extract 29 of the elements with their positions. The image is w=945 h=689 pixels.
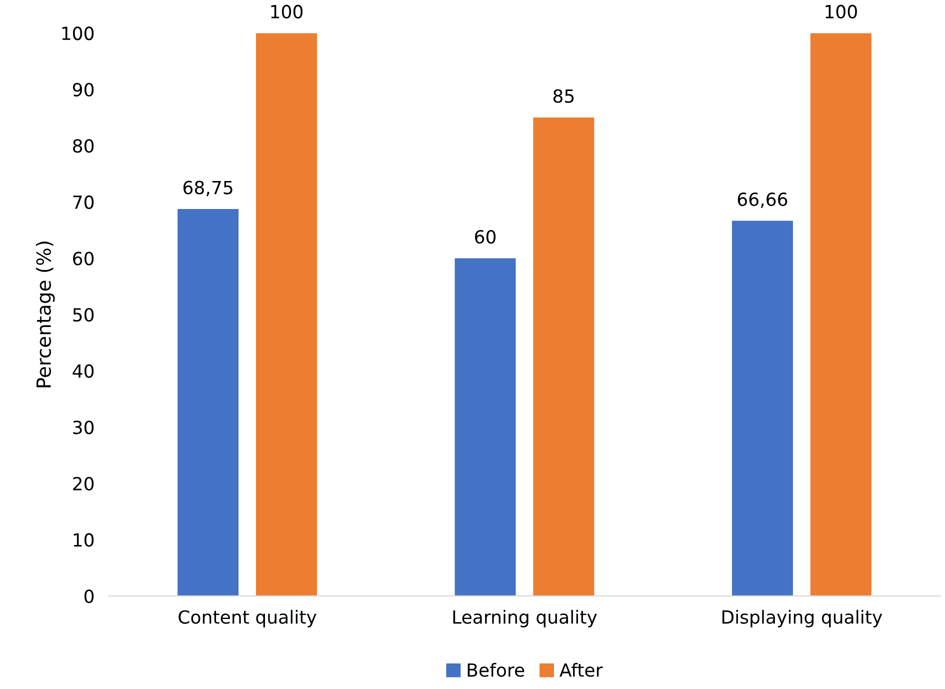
- y-tick-label: 0: [84, 589, 94, 604]
- bar: [178, 208, 239, 596]
- y-tick-label: 40: [72, 364, 94, 378]
- bar: [732, 220, 793, 596]
- bar: [256, 33, 317, 596]
- data-label: 68,75: [183, 180, 232, 196]
- y-tick-label: 30: [73, 420, 94, 434]
- y-tick-label: 50: [73, 308, 94, 322]
- y-tick-label: 90: [72, 82, 94, 96]
- y-tick-label: 20: [73, 476, 94, 491]
- data-label: 85: [553, 89, 574, 103]
- y-tick-label: 10: [74, 533, 94, 547]
- y-tick-label: 70: [73, 195, 94, 210]
- y-tick-label: 80: [73, 139, 94, 153]
- data-label: 100: [826, 4, 857, 18]
- y-axis-title: Percentage (%): [36, 242, 55, 388]
- data-label: 66,66: [738, 192, 788, 208]
- y-tick-label: 60: [73, 252, 94, 266]
- x-tick-label: Content quality: [178, 610, 316, 628]
- bar: [810, 33, 872, 596]
- bar: [454, 258, 516, 596]
- data-label: 100: [271, 4, 303, 18]
- data-label: 60: [475, 230, 496, 244]
- legend-label: Before: [468, 662, 524, 677]
- bar: [533, 118, 594, 596]
- y-tick-label: 100: [62, 26, 94, 40]
- x-tick-label: Learning quality: [453, 610, 597, 628]
- legend-label: After: [560, 662, 603, 677]
- x-tick-label: Displaying quality: [722, 610, 882, 628]
